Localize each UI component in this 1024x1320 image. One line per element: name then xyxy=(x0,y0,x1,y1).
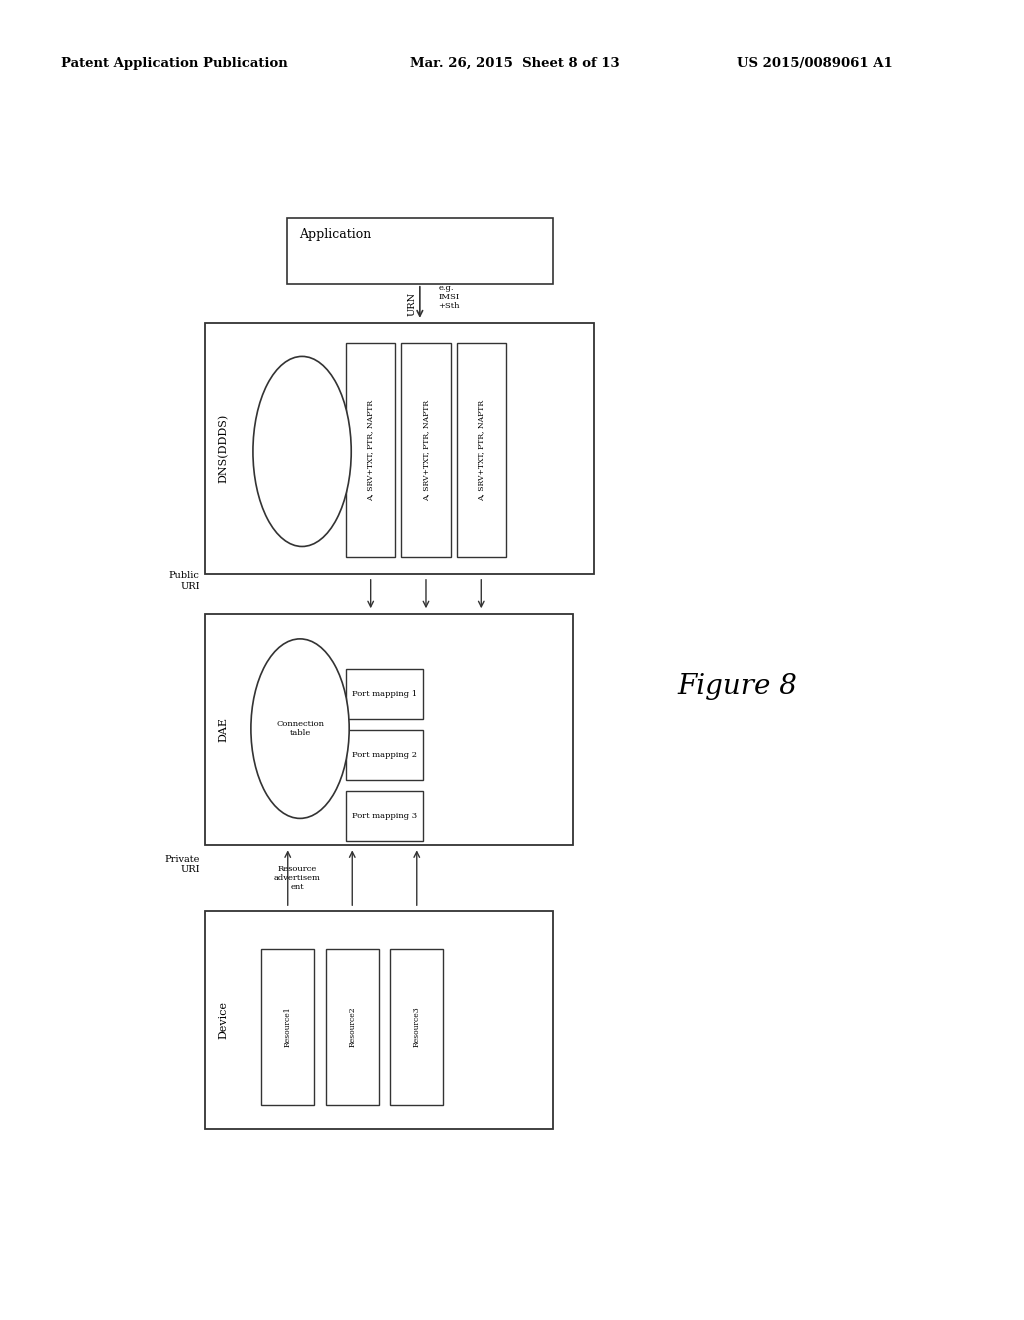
Text: Connection
table: Connection table xyxy=(276,719,324,738)
Bar xyxy=(346,730,423,780)
Ellipse shape xyxy=(251,639,349,818)
Ellipse shape xyxy=(253,356,351,546)
Text: A, SRV+TXT, PTR, NAPTR: A, SRV+TXT, PTR, NAPTR xyxy=(367,400,375,500)
Text: Resource2: Resource2 xyxy=(348,1007,356,1047)
Bar xyxy=(261,949,314,1105)
Bar xyxy=(346,669,423,719)
Bar xyxy=(390,949,443,1105)
Bar xyxy=(287,218,553,284)
Text: DNS(DDDS): DNS(DDDS) xyxy=(218,414,228,483)
Text: Device: Device xyxy=(218,1001,228,1039)
Bar xyxy=(346,343,395,557)
Text: Resource1: Resource1 xyxy=(284,1007,292,1047)
Text: Private
URI: Private URI xyxy=(164,855,200,874)
Text: US 2015/0089061 A1: US 2015/0089061 A1 xyxy=(737,57,893,70)
Text: Mar. 26, 2015  Sheet 8 of 13: Mar. 26, 2015 Sheet 8 of 13 xyxy=(410,57,620,70)
Text: Port mapping 2: Port mapping 2 xyxy=(352,751,417,759)
Bar xyxy=(326,949,379,1105)
Text: Resource
advertisem
ent: Resource advertisem ent xyxy=(273,865,321,891)
Text: URN: URN xyxy=(408,292,416,315)
Text: Figure 8: Figure 8 xyxy=(677,673,798,700)
Text: A, SRV+TXT, PTR, NAPTR: A, SRV+TXT, PTR, NAPTR xyxy=(422,400,430,500)
Text: Patent Application Publication: Patent Application Publication xyxy=(61,57,288,70)
Text: Application: Application xyxy=(299,228,372,242)
Text: e.g.
IMSI
+Sth: e.g. IMSI +Sth xyxy=(438,284,460,310)
Bar xyxy=(457,343,506,557)
Bar xyxy=(205,323,594,574)
Text: DAE: DAE xyxy=(218,717,228,742)
Bar xyxy=(205,614,573,845)
Bar xyxy=(401,343,451,557)
Bar xyxy=(346,791,423,841)
Text: Port mapping 3: Port mapping 3 xyxy=(352,812,417,820)
Text: A, SRV+TXT, PTR, NAPTR: A, SRV+TXT, PTR, NAPTR xyxy=(477,400,485,500)
Bar xyxy=(205,911,553,1129)
Text: Public
URI: Public URI xyxy=(169,572,200,590)
Text: Port mapping 1: Port mapping 1 xyxy=(352,690,417,698)
Text: Resource3: Resource3 xyxy=(413,1007,421,1047)
